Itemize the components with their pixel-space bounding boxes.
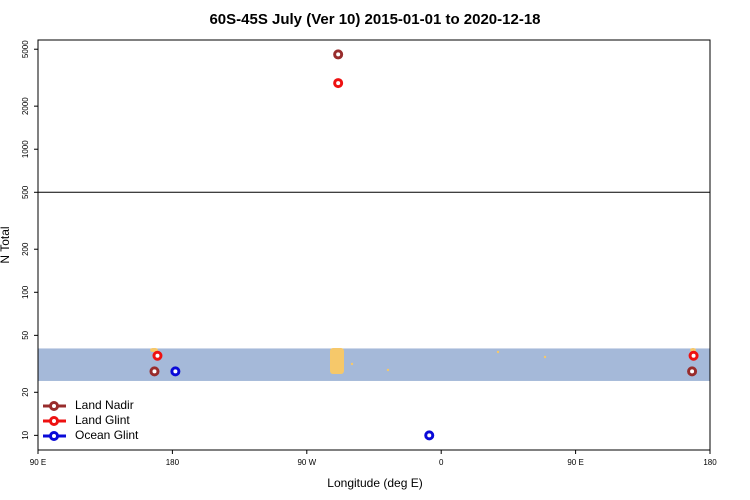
point	[687, 366, 698, 377]
band	[38, 348, 710, 381]
legend-marker	[49, 401, 59, 411]
y-tick-label: 200	[21, 242, 30, 256]
point	[152, 350, 163, 361]
land-shape	[543, 355, 547, 359]
point	[333, 78, 344, 89]
x-tick-label: 90 E	[30, 458, 46, 467]
y-tick-label: 10	[21, 430, 30, 439]
point	[424, 430, 435, 441]
x-tick-label: 180	[703, 458, 717, 467]
y-tick-label: 5000	[21, 40, 30, 58]
legend-label: Ocean Glint	[75, 428, 139, 442]
plot: 90 E 180 90 W 0 90 E 180 10 20 50 100 200 500 1000 20…	[21, 39, 717, 467]
land-shape	[386, 368, 390, 372]
land-shape	[496, 350, 500, 354]
x-tick-label: 0	[439, 458, 444, 467]
legend-label: Land Nadir	[75, 398, 134, 412]
point	[333, 49, 344, 60]
x-tick-label: 90 E	[567, 458, 583, 467]
land-shape	[330, 348, 344, 374]
x-axis-label: Longitude (deg E)	[327, 476, 422, 490]
plot-frame	[37, 39, 711, 451]
y-tick-label: 2000	[21, 97, 30, 115]
x-tick-label: 90 W	[297, 458, 316, 467]
point	[688, 350, 699, 361]
y-tick-label: 1000	[21, 140, 30, 158]
y-tick-label: 50	[21, 330, 30, 339]
chart-title: 60S-45S July (Ver 10) 2015-01-01 to 2020…	[209, 11, 540, 28]
point	[149, 366, 160, 377]
point	[170, 366, 181, 377]
land-shape	[350, 362, 354, 366]
legend-marker	[49, 416, 59, 426]
legend-label: Land Glint	[75, 413, 130, 427]
y-axis-label: N Total	[0, 226, 12, 263]
y-tick-label: 100	[21, 285, 30, 299]
legend-marker	[49, 431, 59, 441]
y-tick-label: 500	[21, 185, 30, 199]
y-tick-label: 20	[21, 387, 30, 396]
x-tick-label: 180	[166, 458, 180, 467]
